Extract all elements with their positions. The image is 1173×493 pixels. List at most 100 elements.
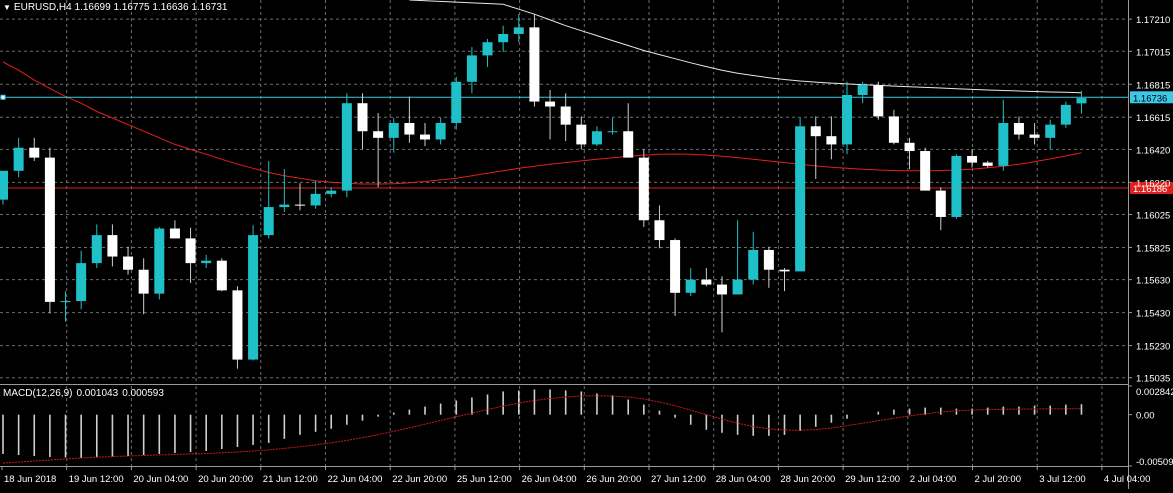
- price-tick-label: 1.16815: [1136, 80, 1170, 91]
- candle-body: [732, 279, 743, 295]
- candle: [638, 149, 649, 227]
- candle-body: [591, 131, 602, 145]
- time-tick-label: 22 Jun 04:00: [328, 474, 383, 485]
- candle: [123, 246, 134, 275]
- cyan-horizontal-line-handle[interactable]: [0, 94, 6, 100]
- time-tick-label: 22 Jun 20:00: [392, 474, 447, 485]
- macd-tick-label: 0.00: [1136, 411, 1155, 422]
- candle-body: [216, 260, 227, 291]
- time-tick-label: 4 Jul 04:00: [1104, 474, 1150, 485]
- candle: [201, 254, 212, 269]
- candle: [967, 149, 978, 168]
- candle: [732, 220, 743, 295]
- candle-body: [44, 157, 55, 302]
- time-tick-label: 28 Jun 04:00: [716, 474, 771, 485]
- price-tick-label: 1.15230: [1136, 342, 1170, 353]
- candle-body: [623, 131, 634, 158]
- candle: [935, 187, 946, 231]
- candle: [560, 93, 571, 142]
- candle: [326, 187, 337, 198]
- price-tick-label: 1.16025: [1136, 210, 1170, 221]
- candle: [44, 147, 55, 314]
- candle: [341, 93, 352, 198]
- candle: [154, 226, 165, 300]
- candle-body: [607, 131, 618, 133]
- candle-body: [232, 290, 243, 360]
- cyan-horizontal-line-price-label: 1.16736: [1133, 93, 1167, 104]
- horizontal-lines[interactable]: 1.16736 1.16186: [0, 91, 1173, 195]
- candle-body: [748, 249, 759, 280]
- candle-body: [420, 134, 431, 140]
- candle: [842, 81, 853, 155]
- candle: [904, 137, 915, 170]
- candle-body: [1060, 104, 1071, 125]
- candle: [763, 246, 774, 288]
- candle-body: [1029, 134, 1040, 138]
- candle-body: [451, 81, 462, 123]
- candle-body: [967, 155, 978, 163]
- candle-body: [263, 207, 274, 236]
- candle: [0, 170, 8, 205]
- candle: [498, 25, 509, 53]
- time-tick-label: 2 Jul 20:00: [975, 474, 1021, 485]
- time-tick-label: 3 Jul 12:00: [1039, 474, 1085, 485]
- candle: [373, 113, 384, 188]
- candle-body: [76, 263, 87, 302]
- candle-body: [388, 122, 399, 138]
- candle-body: [951, 155, 962, 217]
- candle: [670, 238, 681, 316]
- high-value: 1.16775: [113, 2, 150, 13]
- candle: [998, 99, 1009, 171]
- time-tick-label: 28 Jun 20:00: [780, 474, 835, 485]
- candle: [607, 118, 618, 135]
- candle: [982, 160, 993, 168]
- candle-body: [498, 33, 509, 43]
- triangle-down-icon[interactable]: ▼: [3, 3, 11, 12]
- candle: [451, 76, 462, 130]
- candle: [716, 276, 727, 333]
- time-tick-label: 19 Jun 12:00: [69, 474, 124, 485]
- candle-body: [904, 142, 915, 152]
- macd-name: MACD(12,26,9): [3, 388, 73, 399]
- time-tick-label: 25 Jun 12:00: [457, 474, 512, 485]
- candle: [701, 268, 712, 287]
- time-tick-label: 18 Jun 2018: [4, 474, 56, 485]
- candle: [248, 225, 259, 361]
- candle: [420, 122, 431, 147]
- macd-panel: [2, 389, 1083, 464]
- candle: [623, 103, 634, 158]
- candle-body: [857, 85, 868, 95]
- candle-body: [154, 228, 165, 294]
- candle-body: [826, 136, 837, 145]
- candle-body: [91, 235, 102, 264]
- candle-body: [279, 204, 290, 208]
- candle-body: [294, 204, 305, 206]
- candle-body: [810, 126, 821, 137]
- candle: [404, 96, 415, 143]
- candle-body: [779, 269, 790, 272]
- candle-body: [685, 279, 696, 293]
- candle: [810, 116, 821, 180]
- candle: [1045, 119, 1056, 150]
- candle: [357, 93, 368, 150]
- candle-body: [576, 124, 587, 145]
- grid: [0, 0, 1128, 466]
- macd-tick-label: 0.002842: [1136, 387, 1173, 398]
- candle: [232, 286, 243, 369]
- candle: [482, 38, 493, 67]
- time-tick-label: 20 Jun 04:00: [133, 474, 188, 485]
- candle: [545, 90, 556, 140]
- symbol-header[interactable]: ▼ EURUSD,H4 1.16699 1.16775 1.16636 1.167…: [3, 2, 227, 13]
- candle: [60, 291, 71, 322]
- candle: [263, 160, 274, 239]
- candle-body: [763, 249, 774, 270]
- open-value: 1.16699: [74, 2, 111, 13]
- macd-header: MACD(12,26,9) 0.001043 0.000593: [3, 388, 168, 399]
- candle: [185, 227, 196, 283]
- candle-body: [670, 240, 681, 293]
- price-tick-label: 1.15825: [1136, 243, 1170, 254]
- candle-body: [310, 193, 321, 206]
- candle-body: [326, 190, 337, 194]
